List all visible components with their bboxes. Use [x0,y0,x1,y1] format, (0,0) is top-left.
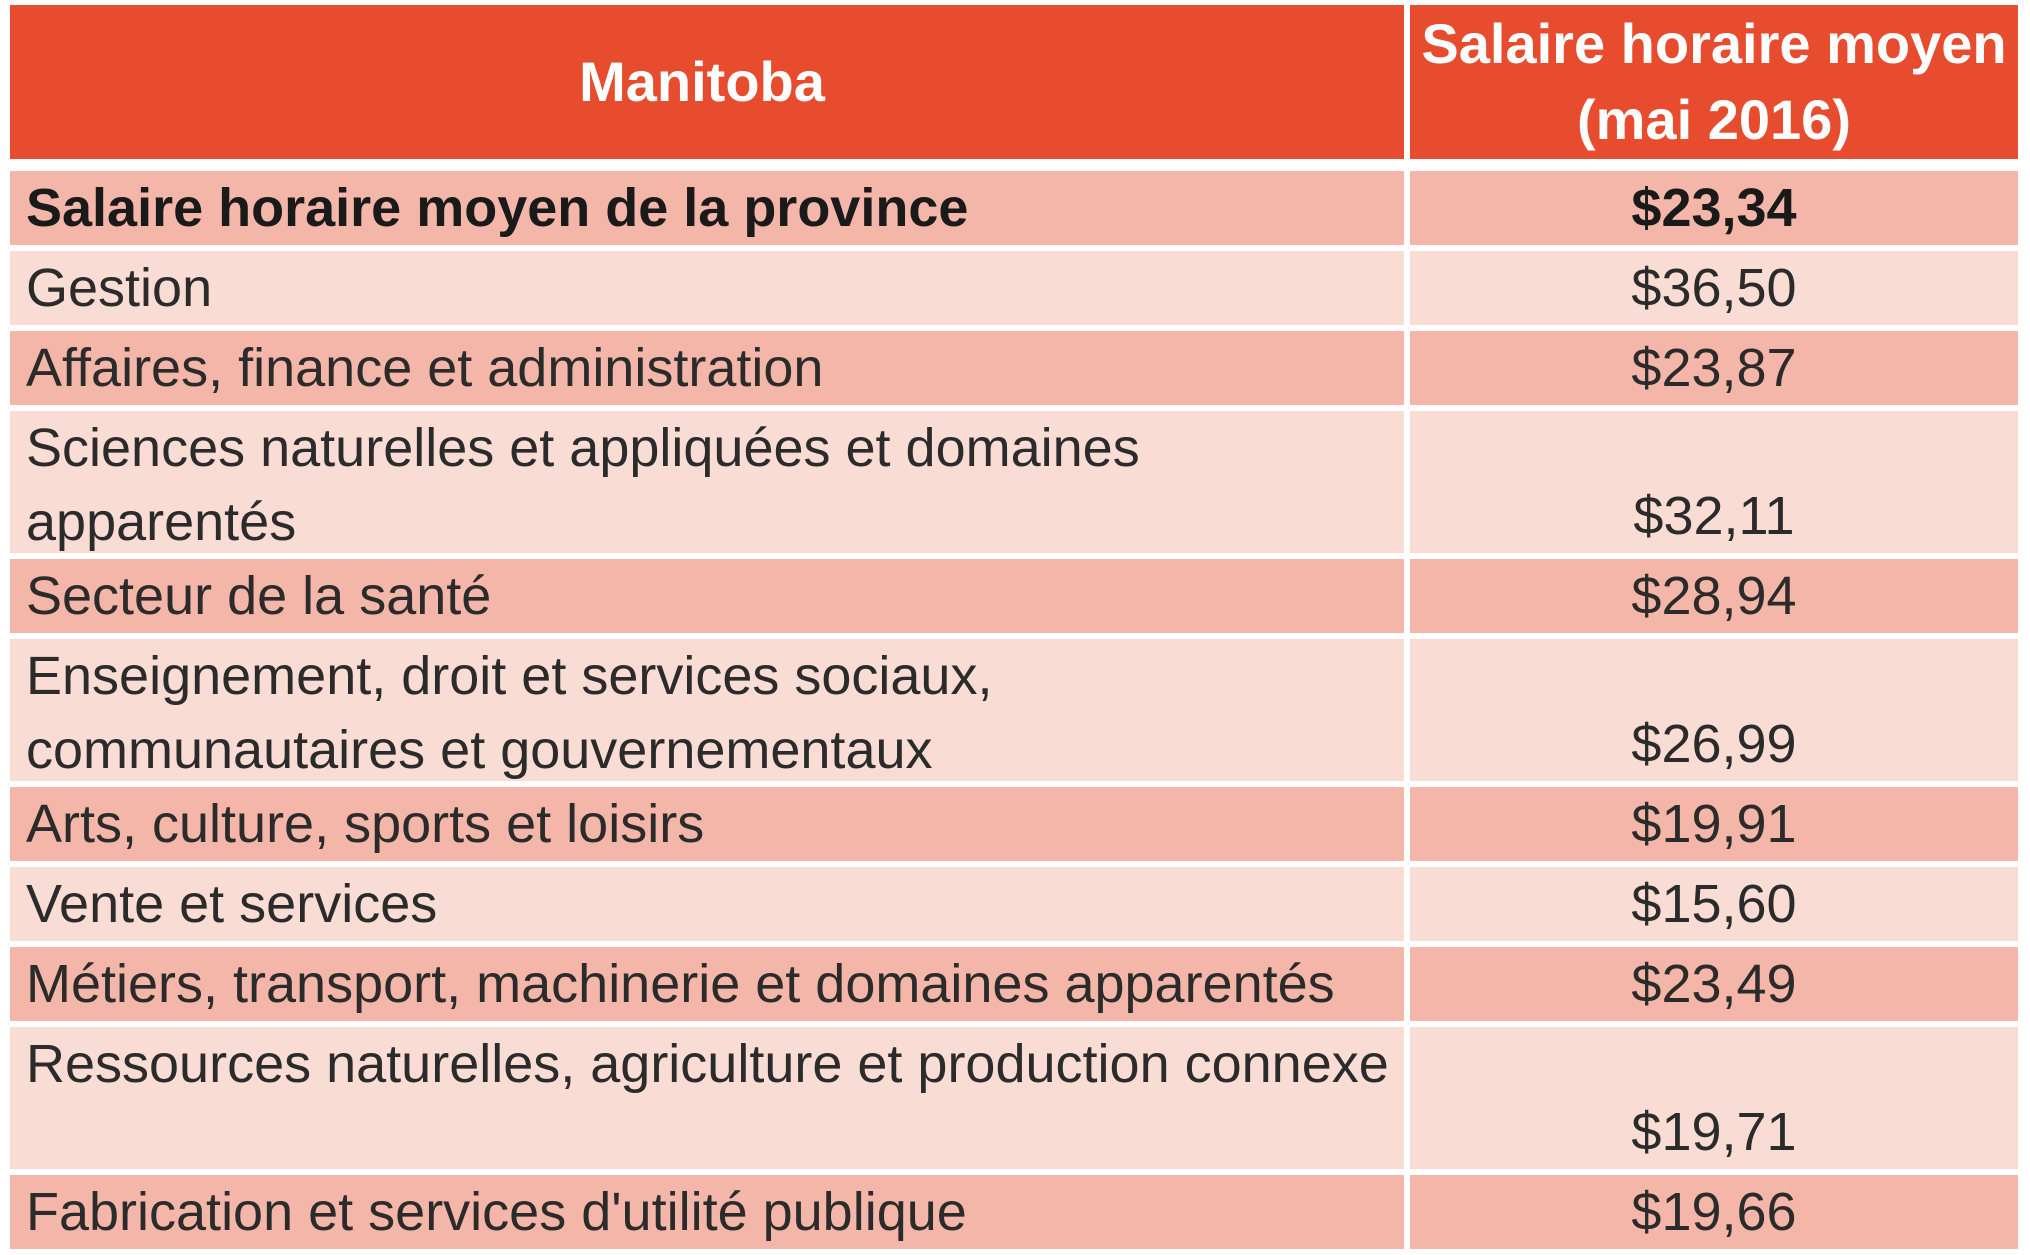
row-value: $19,91 [1410,787,2018,861]
table-row-total: Salaire horaire moyen de la province $23… [10,171,2018,245]
table-row: Gestion $36,50 [10,251,2018,325]
table-row: Affaires, finance et administration $23,… [10,331,2018,405]
row-value: $19,71 [1410,1027,2018,1169]
row-value: $32,11 [1410,411,2018,553]
table-row: Ressources naturelles, agriculture et pr… [10,1027,2018,1169]
row-value: $23,87 [1410,331,2018,405]
row-value: $36,50 [1410,251,2018,325]
table-row: Arts, culture, sports et loisirs $19,91 [10,787,2018,861]
row-label: Fabrication et services d'utilité publiq… [10,1175,1404,1249]
row-label: Ressources naturelles, agriculture et pr… [10,1027,1404,1169]
row-label: Affaires, finance et administration [10,331,1404,405]
row-label: Salaire horaire moyen de la province [10,171,1404,245]
row-label: Gestion [10,251,1404,325]
header-value: Salaire horaire moyen (mai 2016) [1410,5,2018,159]
table-row: Sciences naturelles et appliquées et dom… [10,411,2018,553]
row-value: $15,60 [1410,867,2018,941]
row-label: Arts, culture, sports et loisirs [10,787,1404,861]
row-value: $28,94 [1410,559,2018,633]
row-label: Vente et services [10,867,1404,941]
table-header-row: Manitoba Salaire horaire moyen (mai 2016… [10,5,2018,159]
row-label: Secteur de la santé [10,559,1404,633]
row-value: $26,99 [1410,639,2018,781]
table-row: Secteur de la santé $28,94 [10,559,2018,633]
row-label: Sciences naturelles et appliquées et dom… [10,411,1404,553]
header-category: Manitoba [10,5,1404,159]
wage-table: Manitoba Salaire horaire moyen (mai 2016… [10,5,2018,1255]
table-row: Enseignement, droit et services sociaux,… [10,639,2018,781]
table-row: Vente et services $15,60 [10,867,2018,941]
row-label: Métiers, transport, machinerie et domain… [10,947,1404,1021]
row-value: $19,66 [1410,1175,2018,1249]
table-row: Fabrication et services d'utilité publiq… [10,1175,2018,1249]
row-value: $23,49 [1410,947,2018,1021]
table-row: Métiers, transport, machinerie et domain… [10,947,2018,1021]
row-label: Enseignement, droit et services sociaux,… [10,639,1404,781]
row-value: $23,34 [1410,171,2018,245]
